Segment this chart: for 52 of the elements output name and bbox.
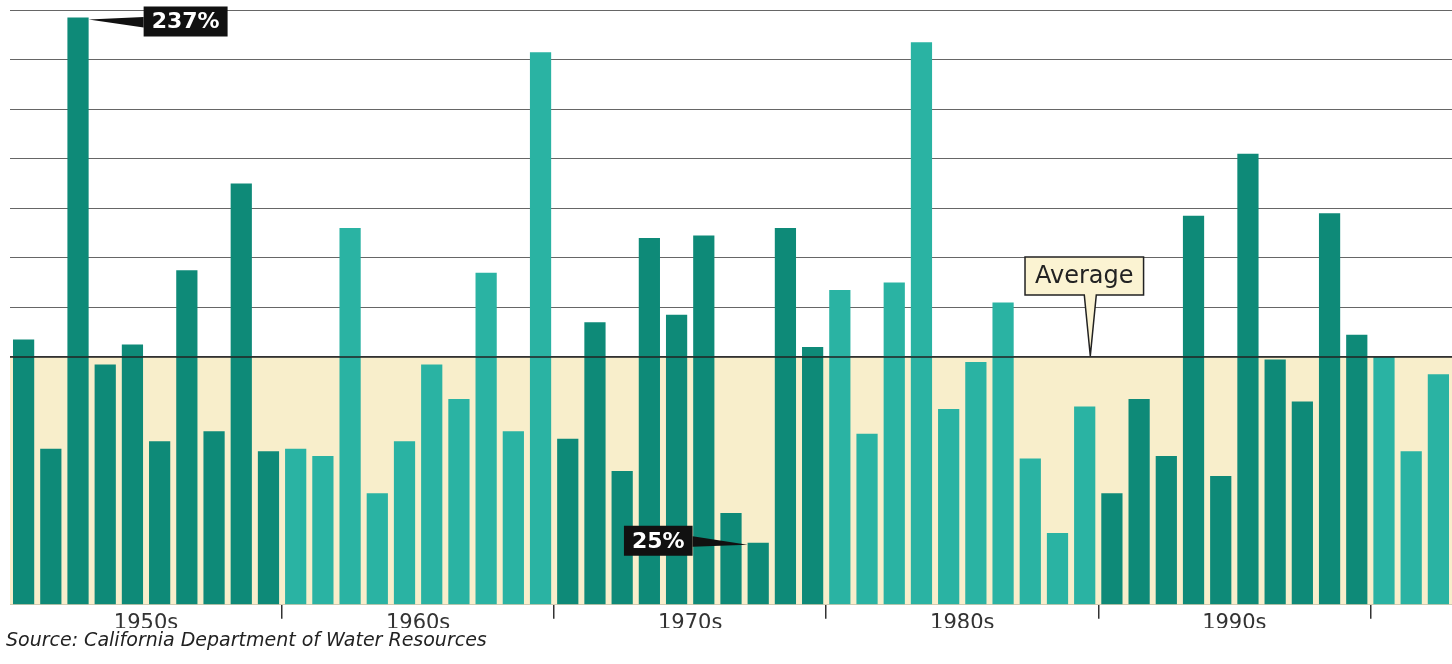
bar: [176, 270, 198, 605]
bar: [1291, 401, 1313, 605]
data-label: 237%: [151, 8, 220, 34]
bar: [421, 364, 443, 605]
bar: [203, 431, 225, 605]
bar: [1155, 456, 1177, 605]
bar: [230, 183, 252, 605]
bar: [40, 448, 62, 605]
bar: [992, 302, 1014, 605]
bar: [1346, 334, 1368, 605]
bar: [448, 399, 470, 605]
bar: [1373, 356, 1395, 605]
bar: [1182, 215, 1205, 605]
bar: [1101, 493, 1123, 605]
bar: [285, 448, 307, 605]
bar: [883, 282, 905, 605]
bar: [557, 438, 579, 605]
bar: [339, 228, 361, 605]
bar: [910, 42, 933, 605]
bar: [1264, 359, 1286, 605]
bar: [802, 347, 824, 605]
bar: [94, 364, 116, 605]
bar: [1046, 532, 1069, 605]
bar: [257, 451, 280, 605]
bar: [1019, 458, 1041, 605]
bar: [67, 17, 89, 605]
bar: [747, 542, 769, 605]
bar: [1237, 153, 1259, 605]
source-note: Source: California Department of Water Resources: [6, 628, 487, 650]
bar: [475, 272, 497, 605]
ref-line-label: Average: [1035, 261, 1134, 290]
bar: [502, 431, 524, 605]
bar: [1318, 213, 1341, 605]
data-label: 25%: [631, 527, 685, 553]
bar: [1400, 451, 1422, 605]
bar: [1210, 475, 1232, 605]
bar: [12, 339, 35, 605]
bar: [149, 441, 171, 605]
bar: [1128, 399, 1150, 605]
bar: [366, 493, 388, 605]
bar: [938, 409, 960, 605]
bar: [965, 361, 987, 605]
bar: [312, 456, 334, 605]
bar: [121, 344, 144, 605]
bar: [1427, 374, 1450, 605]
bar: [774, 228, 797, 605]
bar: [393, 441, 416, 605]
bar: [584, 322, 606, 605]
bar: [1074, 406, 1096, 605]
bar: [529, 52, 552, 605]
bar: [856, 433, 878, 605]
bar: [829, 290, 851, 605]
